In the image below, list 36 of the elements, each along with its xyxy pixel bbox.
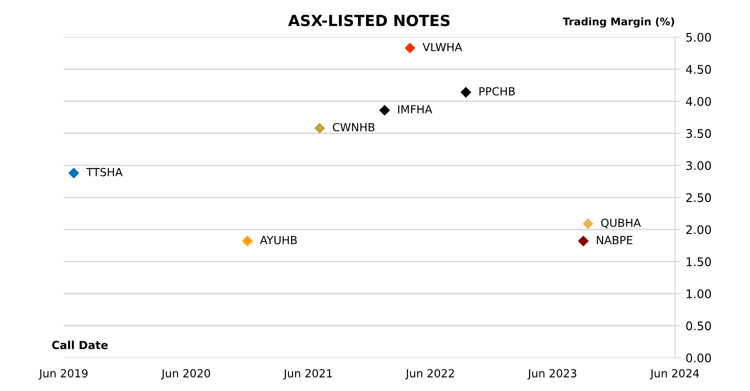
series-label: PPCHB — [479, 87, 515, 96]
y-tick-label: 4.50 — [686, 64, 711, 74]
point — [460, 87, 472, 98]
y-tick-label: 2.00 — [686, 225, 711, 234]
y-tick-label: 3.00 — [686, 161, 711, 170]
x-tick-label: Jun 2021 — [283, 369, 332, 380]
point — [578, 236, 588, 246]
y-tick-label: 3.50 — [686, 129, 711, 138]
point — [379, 105, 390, 116]
series-label: QUBHA — [601, 218, 641, 228]
x-axis-title: Call Date — [52, 340, 108, 350]
x-tick-label: Jun 2022 — [405, 369, 454, 380]
series-label: AYUHB — [260, 236, 297, 244]
x-tick-label: Jun 2019 — [38, 369, 88, 380]
series-label: NABPE — [596, 236, 632, 244]
x-tick-label: Jun 2023 — [527, 369, 576, 380]
point — [68, 168, 79, 178]
series-label: TTSHA — [86, 168, 123, 176]
series-label: VLWHA — [422, 43, 462, 52]
y-tick-label: 2.50 — [686, 193, 711, 202]
y-axis-title: Trading Margin (%) — [562, 17, 674, 28]
point — [242, 236, 253, 246]
point — [404, 42, 416, 54]
y-tick-label: 1.00 — [686, 289, 711, 298]
series-label: CWNHB — [332, 123, 374, 132]
y-tick-label: 5.00 — [686, 32, 711, 42]
y-tick-label: 0.00 — [686, 353, 711, 362]
x-tick-label: Jun 2024 — [650, 369, 699, 380]
x-tick-label: Jun 2020 — [161, 369, 210, 380]
y-tick-label: 0.50 — [686, 321, 711, 330]
series-label: IMFHA — [398, 105, 432, 114]
point — [314, 123, 325, 134]
point — [582, 218, 594, 229]
chart-title: ASX-LISTED NOTES — [288, 14, 450, 26]
y-tick-label: 1.50 — [686, 257, 711, 266]
y-tick-label: 4.00 — [686, 96, 711, 106]
